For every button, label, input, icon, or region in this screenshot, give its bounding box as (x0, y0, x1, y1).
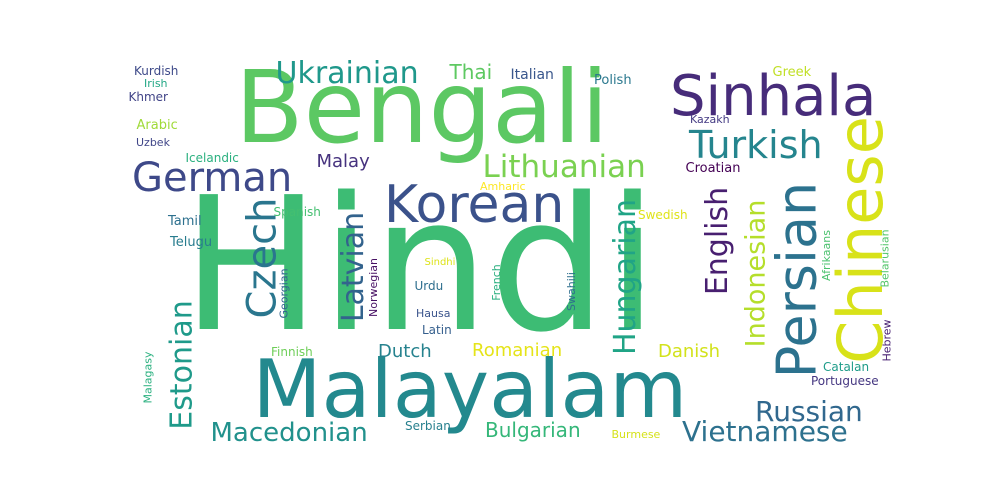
word-tamil: Tamil (168, 213, 202, 229)
word-malagasy: Malagasy (141, 351, 155, 403)
word-swedish: Swedish (638, 208, 688, 222)
word-english: English (700, 186, 736, 296)
word-bengali: Bengali (235, 49, 609, 166)
word-hebrew: Hebrew (880, 318, 894, 362)
word-sinhala: Sinhala (670, 64, 877, 129)
word-polish: Polish (594, 72, 632, 88)
word-urdu: Urdu (414, 279, 444, 293)
word-portuguese: Portuguese (811, 374, 879, 388)
word-malayalam: Malayalam (252, 343, 688, 436)
word-finnish: Finnish (271, 345, 313, 359)
word-kazakh: Kazakh (690, 112, 730, 126)
word-norwegian: Norwegian (366, 257, 380, 317)
word-arabic: Arabic (136, 117, 178, 133)
word-hindi: Hindi (181, 156, 659, 373)
word-belarusian: Belarusian (878, 228, 892, 288)
word-afrikaans: Afrikaans (819, 229, 833, 281)
word-indonesian: Indonesian (740, 199, 772, 347)
word-sindhi: Sindhi (424, 257, 456, 268)
word-thai: Thai (449, 60, 493, 84)
word-georgian: Georgian (277, 267, 291, 319)
word-croatian: Croatian (685, 160, 741, 176)
word-hausa: Hausa (416, 306, 451, 320)
word-greek: Greek (772, 64, 812, 80)
word-estonian: Estonian (164, 300, 200, 430)
word-lithuanian: Lithuanian (482, 148, 646, 185)
word-latin: Latin (422, 323, 452, 337)
word-turkish: Turkish (689, 123, 823, 167)
word-hungarian: Hungarian (608, 198, 644, 356)
word-korean: Korean (384, 175, 565, 235)
word-german: German (132, 155, 293, 201)
word-malay: Malay (316, 151, 370, 172)
word-burmese: Burmese (611, 427, 661, 441)
word-dutch: Dutch (378, 341, 432, 362)
word-swahili: Swahili (564, 271, 578, 311)
word-italian: Italian (510, 67, 554, 83)
word-amharic: Amharic (480, 179, 526, 193)
word-telugu: Telugu (170, 234, 213, 250)
word-persian: Persian (764, 181, 828, 379)
word-latvian: Latvian (336, 211, 372, 323)
word-russian: Russian (755, 395, 863, 428)
word-khmer: Khmer (128, 90, 168, 104)
word-vietnamese: Vietnamese (682, 415, 848, 448)
word-romanian: Romanian (472, 340, 563, 361)
word-uzbek: Uzbek (136, 135, 170, 149)
word-catalan: Catalan (823, 360, 870, 374)
word-danish: Danish (658, 341, 721, 362)
word-serbian: Serbian (405, 419, 451, 433)
word-icelandic: Icelandic (185, 151, 239, 165)
word-french: French (489, 263, 503, 301)
word-spanish: Spanish (273, 205, 321, 219)
word-kurdish: Kurdish (134, 64, 179, 78)
word-macedonian: Macedonian (210, 418, 368, 448)
word-irish: Irish (144, 76, 168, 90)
word-bulgarian: Bulgarian (485, 418, 581, 442)
word-ukrainian: Ukrainian (275, 56, 419, 91)
